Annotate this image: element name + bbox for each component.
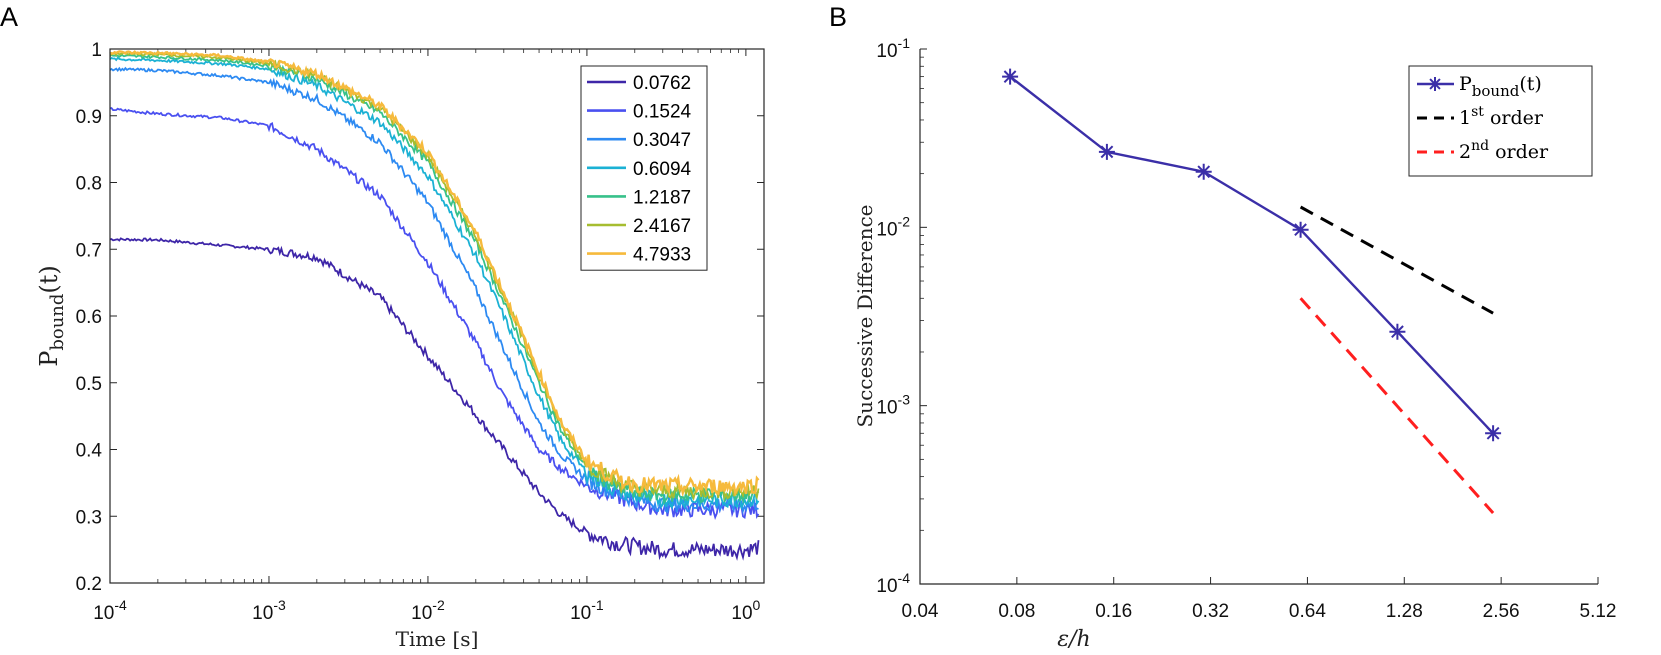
chart-a-legend-label: 0.6094 [633, 159, 692, 180]
chart-a-legend-label: 0.0762 [633, 73, 691, 94]
chart-a-x-tick-label: 10-2 [411, 597, 445, 624]
chart-a-series-line-4.7933 [109, 50, 760, 498]
chart-b-y-tick-label: 10-1 [876, 35, 910, 62]
chart-b-series-line-pbound [1009, 75, 1494, 435]
chart-b-x-tick-label: 0.32 [1192, 601, 1229, 622]
chart-b-data-point-star [1002, 68, 1019, 85]
chart-b-x-tick-label: 5.12 [1580, 601, 1617, 622]
chart-a-series-line-0.0762 [109, 237, 760, 561]
chart-a: 10-4 10-3 10-2 10-1 100 0.2 0.3 0.4 0.5 0.6 0.7 0.8… [35, 40, 765, 651]
chart-b-data-point-star [1195, 163, 1212, 180]
chart-a-y-axis-label: Pbound(t) [35, 265, 68, 367]
chart-b-y-tick-label: 10-3 [876, 392, 910, 419]
chart-b-data-point-star [1098, 143, 1115, 160]
chart-a-legend-label: 1.2187 [633, 187, 691, 208]
chart-a-legend-label: 4.7933 [633, 245, 691, 266]
panel-b-letter: B [829, 2, 847, 32]
chart-b-legend-label: Pbound(t) [1459, 73, 1542, 100]
chart-a-x-tick-label: 100 [731, 597, 760, 624]
chart-a-y-tick-label: 1 [91, 40, 102, 61]
chart-a-x-axis-label: Time [s] [396, 627, 479, 651]
chart-b-y-tick-label: 10-2 [876, 213, 910, 240]
chart-a-series-line-0.3047 [109, 66, 759, 515]
chart-a-y-tick-label: 0.9 [76, 107, 102, 128]
chart-a-y-tick-label: 0.2 [76, 574, 102, 595]
chart-b-x-tick-label: 2.56 [1483, 601, 1520, 622]
chart-a-x-tick-label: 10-3 [252, 597, 286, 624]
chart-a-series-line-1.2187 [109, 53, 760, 506]
chart-b-data-point-star [1292, 221, 1309, 238]
chart-b-axes [919, 49, 1598, 585]
chart-a-x-tick-label: 10-1 [570, 597, 604, 624]
chart-b-y-tick-label: 10-4 [876, 570, 910, 597]
chart-b-x-tick-label: 0.16 [1095, 601, 1132, 622]
chart-b-data-point-star [1485, 425, 1502, 442]
chart-b-ticks: 0.04 0.08 0.16 0.32 0.64 1.28 2.56 5.12 10-4 10-3… [876, 35, 1616, 622]
chart-a-x-tick-label: 10-4 [93, 597, 127, 624]
chart-b-x-tick-label: 1.28 [1386, 601, 1423, 622]
chart-a-series [109, 50, 760, 561]
chart-a-legend-label: 0.3047 [633, 130, 691, 151]
chart-a-y-tick-label: 0.5 [76, 374, 102, 395]
chart-b-x-tick-label: 0.08 [998, 601, 1035, 622]
chart-b-legend: Pbound(t) 1st order 2nd order [1408, 65, 1593, 177]
chart-b-series-line-second-order [1299, 297, 1495, 515]
chart-b-x-tick-label: 0.04 [902, 601, 939, 622]
chart-b-series [1002, 68, 1502, 515]
chart-a-legend-label: 0.1524 [633, 102, 692, 123]
chart-b-legend-label: 2nd order [1459, 138, 1549, 163]
chart-a-y-tick-label: 0.7 [76, 240, 102, 261]
chart-a-y-tick-label: 0.3 [76, 507, 102, 528]
chart-a-legend-label: 2.4167 [633, 216, 691, 237]
panel-a-letter: A [0, 2, 18, 32]
chart-a-y-tick-label: 0.8 [76, 174, 102, 195]
chart-b-legend-star [1428, 77, 1442, 91]
chart-a-y-tick-label: 0.6 [76, 307, 102, 328]
chart-a-legend: 0.0762 0.1524 0.3047 0.6094 1.2187 2.4167 4.79… [580, 65, 708, 271]
chart-a-ticks: 10-4 10-3 10-2 10-1 100 0.2 0.3 0.4 0.5 0.6 0.7 0.8… [76, 40, 764, 624]
chart-b-y-axis-label: Successive Difference [853, 204, 877, 427]
chart-a-series-line-0.1524 [109, 107, 760, 521]
chart-b-x-tick-label: 0.64 [1289, 601, 1326, 622]
chart-b-data-point-star [1389, 323, 1406, 340]
chart-b-x-axis-label: ε/h [1057, 627, 1090, 652]
chart-a-series-line-0.6094 [109, 56, 760, 510]
chart-b-series-line-first-order [1299, 205, 1494, 315]
chart-b-legend-label: 1st order [1459, 104, 1544, 129]
chart-b: 0.04 0.08 0.16 0.32 0.64 1.28 2.56 5.12 10-4 10-3… [853, 35, 1616, 652]
chart-a-y-tick-label: 0.4 [76, 441, 103, 462]
chart-a-axes-box [109, 48, 765, 584]
